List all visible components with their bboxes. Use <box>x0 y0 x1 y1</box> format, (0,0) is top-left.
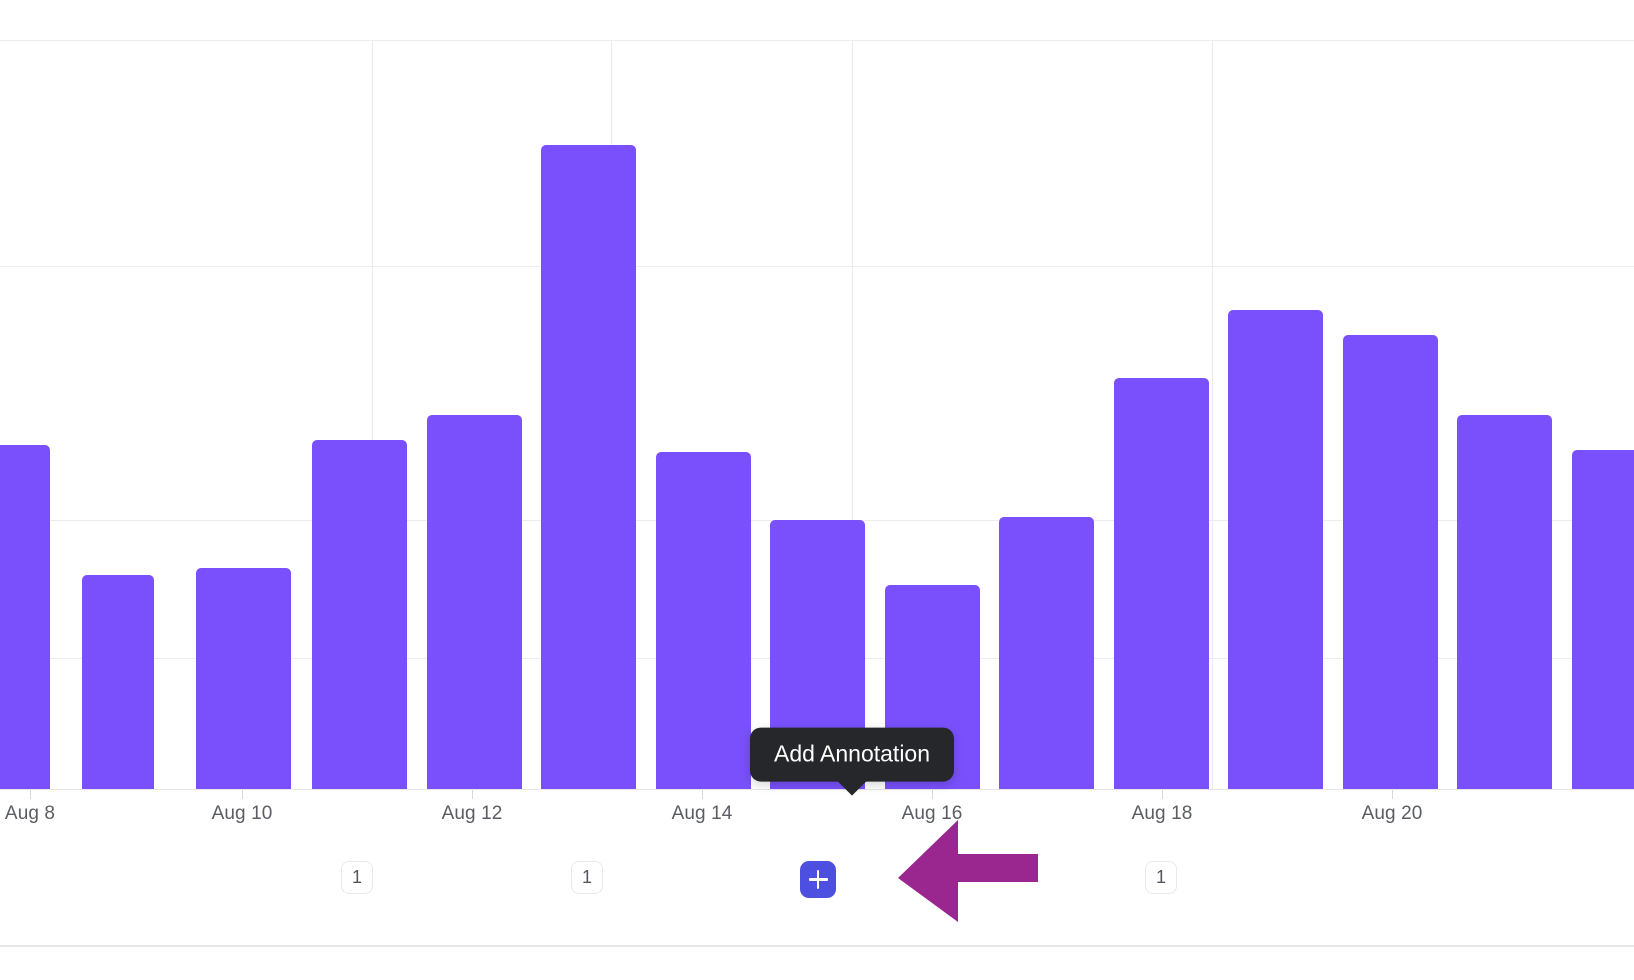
bar[interactable] <box>312 440 407 790</box>
x-axis-tick-label: Aug 8 <box>4 803 56 824</box>
footer-divider <box>0 945 1634 947</box>
annotation-count-badge[interactable]: 1 <box>1145 861 1177 894</box>
bar[interactable] <box>196 568 291 790</box>
x-axis-tick-label: Aug 10 <box>211 803 273 824</box>
bar[interactable] <box>999 517 1094 790</box>
x-axis-line <box>0 789 1634 790</box>
bar[interactable] <box>1228 310 1323 790</box>
bar[interactable] <box>656 452 751 790</box>
gridline-horizontal <box>0 266 1634 267</box>
plot-area <box>0 40 1634 790</box>
tooltip-label: Add Annotation <box>773 740 931 767</box>
annotation-row: 1 1 1 <box>0 855 1634 910</box>
x-axis-tick-mark <box>30 790 31 799</box>
gridline-horizontal <box>0 40 1634 41</box>
x-axis-tick-mark <box>472 790 473 799</box>
x-axis-tick-mark <box>1392 790 1393 799</box>
gridline-vertical <box>372 40 373 790</box>
annotation-count-badge[interactable]: 1 <box>341 861 373 894</box>
bar[interactable] <box>427 415 522 790</box>
plus-icon <box>808 870 828 889</box>
bar[interactable] <box>1572 450 1634 790</box>
x-axis-tick-label: Aug 18 <box>1131 803 1193 824</box>
x-axis-tick-mark <box>1162 790 1163 799</box>
x-axis-tick-mark <box>702 790 703 799</box>
add-annotation-button[interactable] <box>800 861 836 898</box>
x-axis-tick-mark <box>932 790 933 799</box>
x-axis-ticks: Aug 8 Aug 10 Aug 12 Aug 14 Aug 16 Aug 18 Aug 2… <box>0 790 1634 835</box>
annotation-count-badge[interactable]: 1 <box>571 861 603 894</box>
bar[interactable] <box>0 445 50 790</box>
add-annotation-tooltip: Add Annotation <box>749 727 955 782</box>
bar[interactable] <box>1114 378 1209 790</box>
gridline-vertical <box>1212 40 1213 790</box>
bar[interactable] <box>1343 335 1438 790</box>
bar[interactable] <box>1457 415 1552 790</box>
x-axis-tick-label: Aug 12 <box>441 803 503 824</box>
bar[interactable] <box>541 145 636 790</box>
gridline-vertical <box>852 40 853 790</box>
x-axis-tick-label: Aug 20 <box>1361 803 1423 824</box>
x-axis-tick-label: Aug 16 <box>901 803 963 824</box>
bar[interactable] <box>82 575 154 790</box>
x-axis-tick-mark <box>242 790 243 799</box>
x-axis-tick-label: Aug 14 <box>671 803 733 824</box>
